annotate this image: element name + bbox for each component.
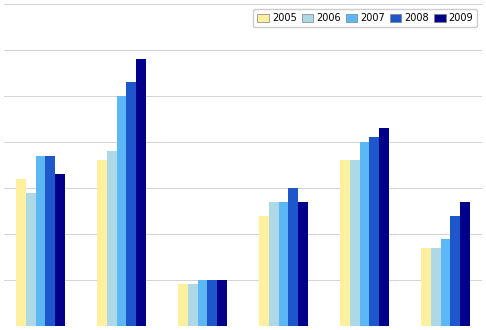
Bar xyxy=(188,284,198,326)
Bar xyxy=(269,202,278,326)
Bar xyxy=(350,160,360,326)
Bar xyxy=(460,202,469,326)
Legend: 2005, 2006, 2007, 2008, 2009: 2005, 2006, 2007, 2008, 2009 xyxy=(254,9,477,27)
Bar xyxy=(298,202,308,326)
Bar xyxy=(26,193,36,326)
Bar xyxy=(136,59,146,326)
Bar xyxy=(36,156,46,326)
Bar xyxy=(46,156,55,326)
Bar xyxy=(278,202,288,326)
Bar xyxy=(450,215,460,326)
Bar xyxy=(217,280,227,326)
Bar xyxy=(259,215,269,326)
Bar xyxy=(198,280,208,326)
Bar xyxy=(178,284,188,326)
Bar xyxy=(55,174,65,326)
Bar xyxy=(431,248,440,326)
Bar xyxy=(97,160,107,326)
Bar xyxy=(117,96,126,326)
Bar xyxy=(107,151,117,326)
Bar xyxy=(126,82,136,326)
Bar xyxy=(421,248,431,326)
Bar xyxy=(440,239,450,326)
Bar xyxy=(340,160,350,326)
Bar xyxy=(379,128,389,326)
Bar xyxy=(17,179,26,326)
Bar xyxy=(369,137,379,326)
Bar xyxy=(208,280,217,326)
Bar xyxy=(360,142,369,326)
Bar xyxy=(288,188,298,326)
